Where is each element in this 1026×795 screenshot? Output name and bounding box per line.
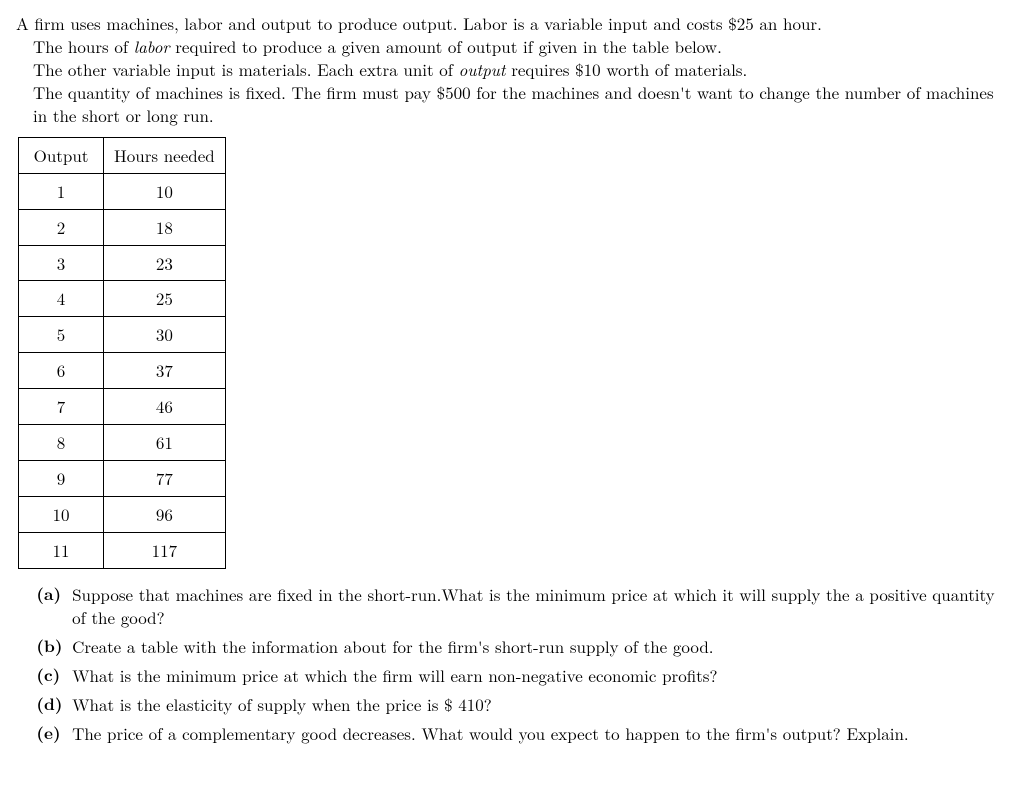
part-c: (c) What is the minimum price at which th…: [36, 664, 1010, 687]
part-e: (e) The price of a complementary good dec…: [36, 722, 1010, 745]
part-label: (b): [36, 635, 62, 658]
table-row: 861: [19, 425, 226, 461]
cell: 1: [19, 173, 104, 209]
table-header-row: Output Hours needed: [19, 137, 226, 173]
cell: 23: [104, 245, 226, 281]
problem-line-1: A firm uses machines, labor and output t…: [16, 12, 1010, 35]
part-label: (a): [36, 583, 61, 606]
table-row: 977: [19, 461, 226, 497]
col-header-hours: Hours needed: [104, 137, 226, 173]
problem-statement: A firm uses machines, labor and output t…: [16, 12, 1010, 127]
cell: 18: [104, 209, 226, 245]
cell: 9: [19, 461, 104, 497]
cell: 2: [19, 209, 104, 245]
production-table: Output Hours needed 110 218 323 425 530 …: [18, 137, 226, 569]
table-row: 530: [19, 317, 226, 353]
cell: 46: [104, 389, 226, 425]
cell: 8: [19, 425, 104, 461]
cell: 10: [104, 173, 226, 209]
table-row: 110: [19, 173, 226, 209]
part-d: (d) What is the elasticity of supply when…: [36, 693, 1010, 716]
problem-line-2: The hours of labor required to produce a…: [16, 35, 1010, 58]
table-body: 110 218 323 425 530 637 746 861 977 1096…: [19, 173, 226, 568]
part-text: What is the minimum price at which the f…: [72, 663, 717, 687]
cell: 5: [19, 317, 104, 353]
part-text: What is the elasticity of supply when th…: [72, 692, 492, 716]
part-text: Create a table with the information abou…: [72, 634, 713, 658]
cell: 77: [104, 461, 226, 497]
problem-line-3: The other variable input is materials. E…: [16, 58, 1010, 81]
part-text: Suppose that machines are fixed in the s…: [72, 582, 995, 629]
table-row: 746: [19, 389, 226, 425]
cell: 25: [104, 281, 226, 317]
cell: 4: [19, 281, 104, 317]
question-parts: (a) Suppose that machines are fixed in th…: [16, 583, 1010, 745]
cell: 30: [104, 317, 226, 353]
part-label: (c): [36, 664, 60, 687]
cell: 61: [104, 425, 226, 461]
problem-line-4: The quantity of machines is fixed. The f…: [16, 81, 1010, 127]
table-row: 1096: [19, 497, 226, 533]
part-b: (b) Create a table with the information a…: [36, 635, 1010, 658]
table-row: 425: [19, 281, 226, 317]
cell: 117: [104, 533, 226, 569]
part-label: (d): [36, 693, 62, 716]
part-a: (a) Suppose that machines are fixed in th…: [36, 583, 1010, 629]
table-row: 637: [19, 353, 226, 389]
cell: 96: [104, 497, 226, 533]
table-row: 323: [19, 245, 226, 281]
cell: 10: [19, 497, 104, 533]
cell: 6: [19, 353, 104, 389]
cell: 7: [19, 389, 104, 425]
col-header-output: Output: [19, 137, 104, 173]
cell: 3: [19, 245, 104, 281]
cell: 37: [104, 353, 226, 389]
table-row: 11117: [19, 533, 226, 569]
part-text: The price of a complementary good decrea…: [72, 721, 909, 745]
part-label: (e): [36, 722, 60, 745]
cell: 11: [19, 533, 104, 569]
table-row: 218: [19, 209, 226, 245]
